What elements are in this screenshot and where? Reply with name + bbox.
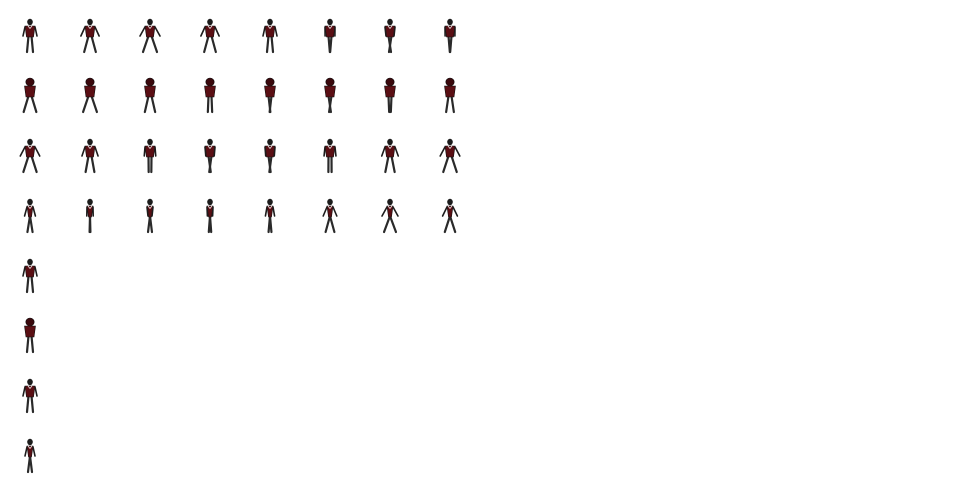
sprite-frame-idle-front-1 xyxy=(0,240,60,300)
sprite-frame-walk-side-1 xyxy=(0,180,60,240)
sprite-frame-walk-front-left-7 xyxy=(360,0,420,60)
sprite-frame-walk-back-4 xyxy=(180,60,240,120)
sprite-frame-walk-back-3 xyxy=(120,60,180,120)
sprite-frame-walk-front-left-8 xyxy=(420,0,480,60)
sprite-frame-walk-front-left-6 xyxy=(300,0,360,60)
sprite-frame-walk-front-right-7 xyxy=(360,120,420,180)
sprite-frame-idle-side-1 xyxy=(0,420,60,480)
sprite-frame-walk-back-6 xyxy=(300,60,360,120)
sprite-frame-walk-front-left-1 xyxy=(0,0,60,60)
sprite-frame-walk-back-1 xyxy=(0,60,60,120)
sprite-frame-walk-front-right-3 xyxy=(120,120,180,180)
sprite-frame-walk-front-right-1 xyxy=(0,120,60,180)
sprite-frame-walk-front-left-3 xyxy=(120,0,180,60)
sprite-frame-walk-front-right-6 xyxy=(300,120,360,180)
sprite-frame-walk-front-left-5 xyxy=(240,0,300,60)
sprite-frame-walk-front-left-2 xyxy=(60,0,120,60)
sprite-frame-idle-back-1 xyxy=(0,300,60,360)
sprite-frame-idle-front-alt-1 xyxy=(0,360,60,420)
sprite-frame-walk-side-2 xyxy=(60,180,120,240)
sprite-frame-walk-side-7 xyxy=(360,180,420,240)
sprite-frame-walk-side-3 xyxy=(120,180,180,240)
sprite-frame-walk-back-7 xyxy=(360,60,420,120)
sprite-frame-walk-front-right-8 xyxy=(420,120,480,180)
sprite-frame-walk-front-right-4 xyxy=(180,120,240,180)
sprite-frame-walk-back-5 xyxy=(240,60,300,120)
sprite-frame-walk-back-2 xyxy=(60,60,120,120)
sprite-frame-walk-side-6 xyxy=(300,180,360,240)
sprite-frame-walk-front-left-4 xyxy=(180,0,240,60)
sprite-frame-walk-side-4 xyxy=(180,180,240,240)
sprite-frame-walk-side-8 xyxy=(420,180,480,240)
sprite-frame-walk-front-right-2 xyxy=(60,120,120,180)
sprite-frame-walk-side-5 xyxy=(240,180,300,240)
sprite-frame-walk-front-right-5 xyxy=(240,120,300,180)
sprite-frame-walk-back-8 xyxy=(420,60,480,120)
